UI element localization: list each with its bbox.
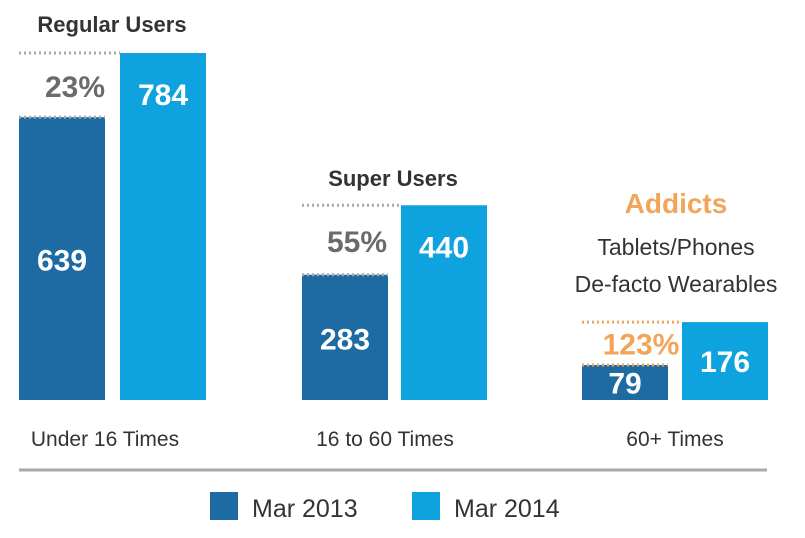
- legend-swatch-mar-2014: [412, 492, 440, 520]
- data-label-mar-2013: 79: [608, 368, 641, 401]
- data-label-mar-2014: 440: [419, 231, 469, 264]
- group-title-regular-users: Regular Users: [37, 12, 186, 37]
- addicts-subtitle-line-2: De-facto Wearables: [575, 271, 778, 297]
- bar-mar-2014: [682, 322, 768, 400]
- bar-mar-2013: [19, 117, 105, 400]
- bar-mar-2014: [120, 53, 206, 400]
- growth-label: 123%: [603, 329, 680, 362]
- legend-label-mar-2014: Mar 2014: [454, 495, 560, 523]
- bar-mar-2014: [401, 205, 487, 400]
- bar-mar-2013: [582, 365, 668, 400]
- data-label-mar-2013: 283: [320, 323, 370, 356]
- growth-label: 55%: [327, 226, 387, 259]
- legend-swatch-mar-2013: [210, 492, 238, 520]
- category-label: 16 to 60 Times: [316, 428, 454, 451]
- legend-label-mar-2013: Mar 2013: [252, 495, 358, 523]
- data-label-mar-2014: 176: [700, 346, 750, 379]
- growth-label: 23%: [45, 71, 105, 104]
- group-title-addicts: Addicts: [625, 188, 728, 219]
- data-label-mar-2013: 639: [37, 245, 87, 278]
- addicts-subtitle-line-1: Tablets/Phones: [597, 234, 754, 260]
- data-label-mar-2014: 784: [138, 79, 188, 112]
- category-label: Under 16 Times: [31, 428, 179, 451]
- category-label: 60+ Times: [626, 428, 723, 451]
- group-title-super-users: Super Users: [328, 166, 458, 191]
- bar-mar-2013: [302, 274, 388, 400]
